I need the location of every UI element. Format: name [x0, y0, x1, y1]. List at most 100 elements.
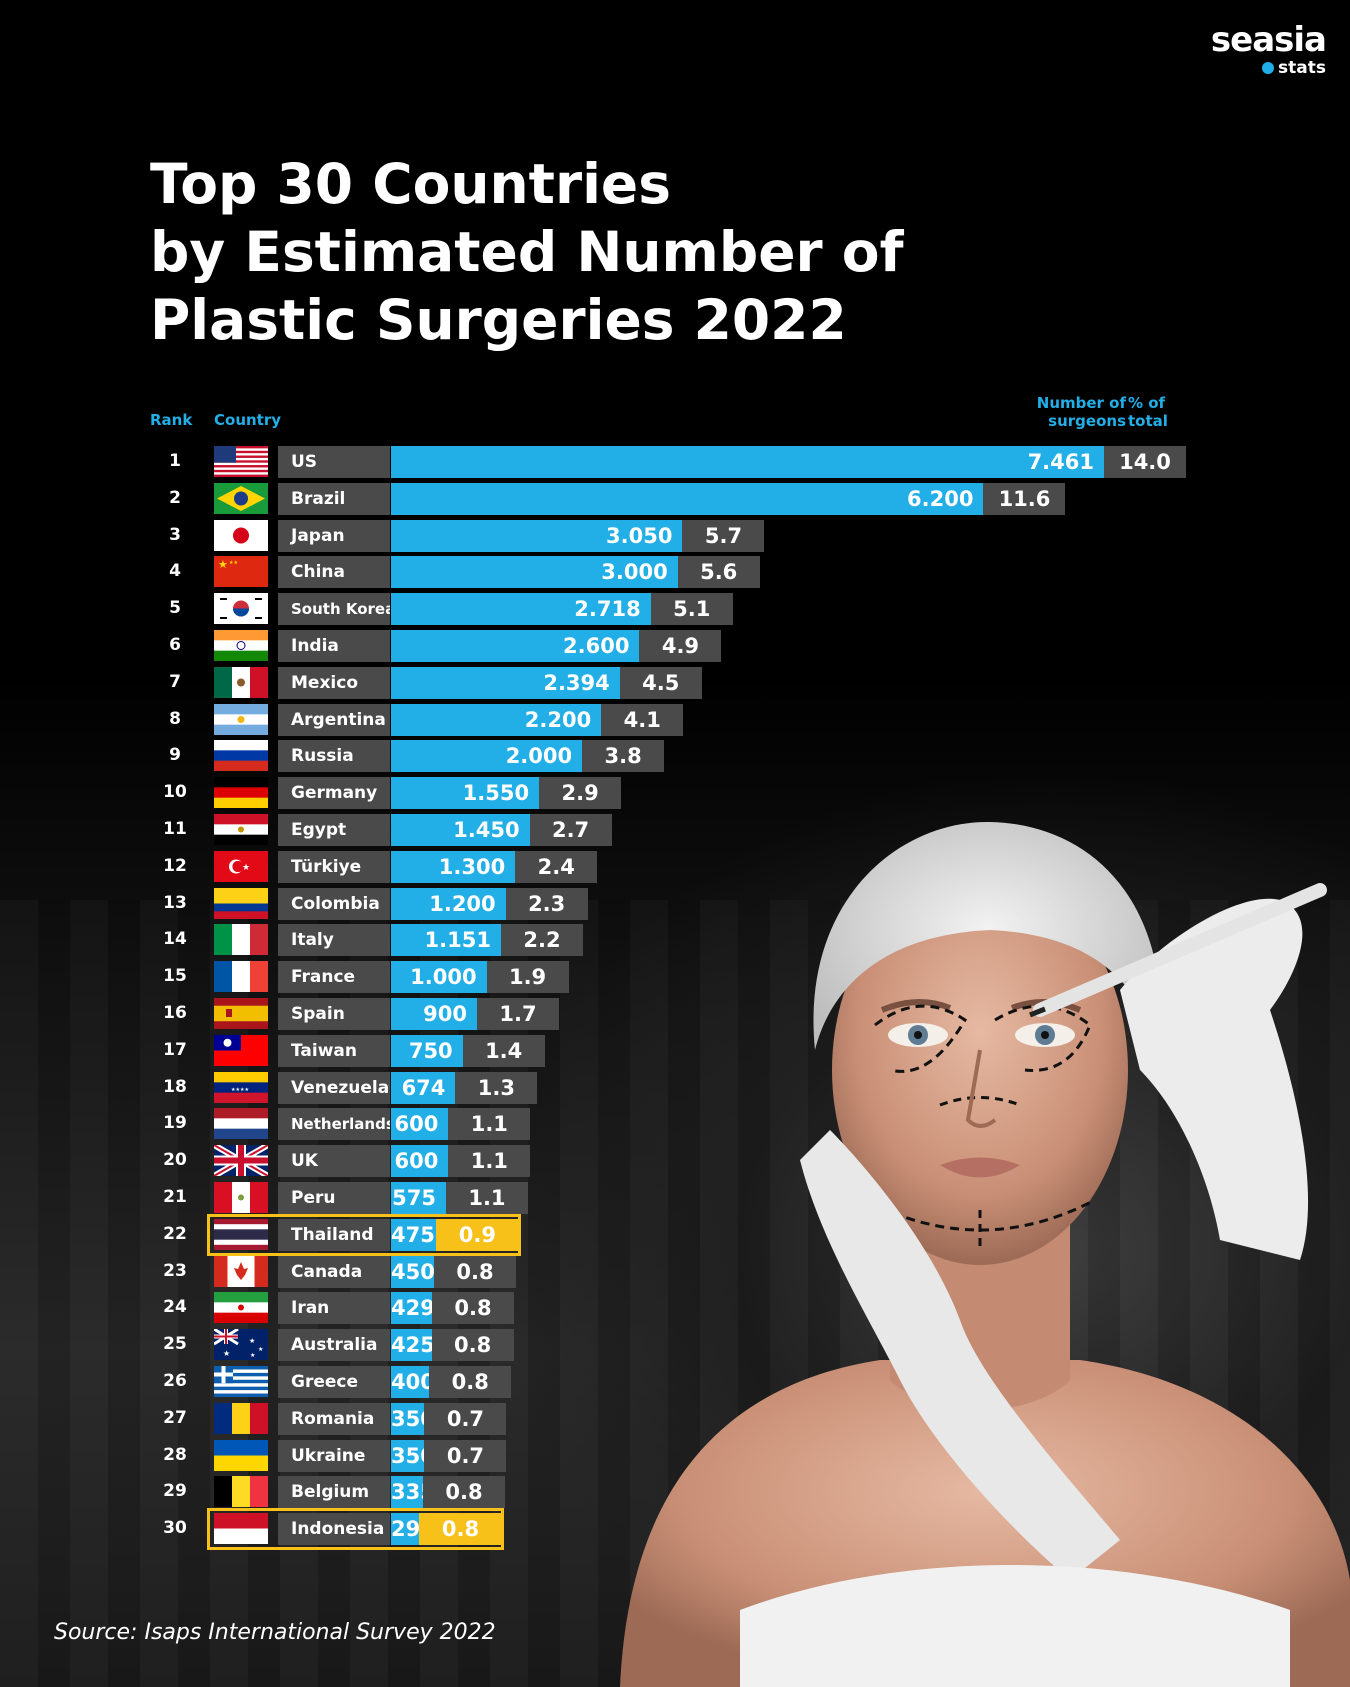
country-label: Peru — [278, 1182, 390, 1214]
surgeons-bar — [391, 666, 620, 699]
country-label: Iran — [278, 1292, 390, 1325]
rank-number: 4 — [169, 561, 181, 582]
svg-text:★: ★ — [223, 1349, 230, 1358]
logo-subline: stats — [1211, 58, 1326, 77]
belgium-flag-icon — [214, 1476, 268, 1508]
rank-number: 6 — [169, 635, 181, 655]
surgeons-value-label: 1.151 — [424, 928, 491, 953]
source-note: Source: Isaps International Survey 2022 — [54, 1620, 496, 1645]
country-label: Netherlands — [278, 1108, 390, 1141]
surgeons-value-label: 350 — [391, 1443, 435, 1468]
percent-of-total-label: 11.6 — [983, 482, 1066, 515]
country-label: Mexico — [278, 666, 390, 699]
percent-of-total-label: 0.8 — [434, 1255, 516, 1288]
country-label: Greece — [278, 1366, 390, 1398]
surgeons-value-label: 674 — [401, 1075, 446, 1100]
surgeons-bar — [391, 519, 683, 552]
percent-of-total-label: 0.8 — [431, 1292, 514, 1325]
germany-flag-icon — [214, 777, 268, 809]
surgeons-bar — [391, 1439, 425, 1472]
rank-number: 8 — [169, 708, 181, 729]
country-label: Ukraine — [278, 1439, 390, 1472]
percent-of-total-label: 5.7 — [682, 519, 765, 552]
venezuela-flag-icon: ★★★★ — [214, 1071, 268, 1103]
country-label: Thailand — [278, 1218, 390, 1251]
percent-of-total-label: 4.9 — [639, 630, 722, 662]
logo-sub-text: stats — [1278, 58, 1326, 78]
surgeons-value-label: 3.050 — [606, 523, 673, 548]
percent-of-total-label: 0.8 — [419, 1513, 502, 1546]
rank-number: 11 — [163, 819, 187, 839]
surgeons-value-label: 6.200 — [907, 486, 974, 511]
surgeons-bar — [391, 1071, 456, 1104]
percent-of-total-label: 2.7 — [529, 814, 612, 846]
percent-of-total-label: 0.8 — [423, 1476, 505, 1509]
percent-column-header: % of total — [1128, 394, 1168, 430]
iran-flag-icon — [214, 1292, 268, 1324]
surgeons-bar — [391, 924, 501, 957]
rank-number: 25 — [163, 1334, 187, 1355]
percent-of-total-label: 3.8 — [582, 740, 665, 773]
country-label: Romania — [278, 1402, 390, 1435]
percent-of-total-label: 2.2 — [500, 924, 583, 957]
rank-number: 28 — [163, 1444, 187, 1465]
rank-number: 19 — [163, 1113, 187, 1134]
surgeons-bar — [391, 887, 506, 920]
percent-of-total-label: 4.5 — [619, 666, 702, 699]
country-label: France — [278, 961, 390, 994]
country-label: Argentina — [278, 703, 390, 736]
surgeons-value-label: 575 — [392, 1186, 436, 1210]
percent-of-total-label: 2.4 — [515, 850, 598, 883]
surgeons-bar — [391, 1402, 425, 1435]
country-label: Canada — [278, 1255, 390, 1288]
surgeons-value-label: 350 — [391, 1406, 435, 1431]
surgeons-bar — [391, 1513, 420, 1546]
logo-dot-icon — [1262, 62, 1275, 74]
svg-text:★: ★ — [250, 1352, 255, 1359]
logo-wordmark: seasia — [1210, 20, 1327, 60]
woman-with-surgical-markings-image — [620, 821, 1350, 1687]
surgeons-value-label: 2.600 — [563, 634, 630, 658]
percent-of-total-label: 1.1 — [445, 1182, 528, 1214]
country-column-header: Country — [214, 411, 282, 429]
title-line-3: Plastic Surgeries 2022 — [150, 288, 847, 352]
colombia-flag-icon — [214, 887, 268, 919]
indonesia-flag-icon — [214, 1513, 268, 1545]
country-label: Türkiye — [278, 850, 390, 883]
surgeons-value-label: 1.000 — [410, 965, 477, 990]
seasia-stats-logo: seasia stats — [1210, 20, 1327, 77]
surgeons-value-label: 2.200 — [524, 707, 592, 732]
percent-of-total-label: 4.1 — [601, 703, 684, 736]
surgeons-bar — [391, 703, 602, 736]
netherlands-flag-icon — [214, 1108, 268, 1140]
country-label: Brazil — [278, 482, 390, 515]
highlight-box — [207, 1213, 522, 1256]
india-flag-icon — [214, 630, 268, 661]
rank-number: 14 — [163, 929, 187, 950]
surgeons-value-label: 475 — [391, 1222, 435, 1247]
country-label: Italy — [278, 924, 390, 957]
surgeons-bar — [391, 1329, 432, 1362]
surgeons-value-label: 2.000 — [505, 744, 573, 769]
surgeons-bar — [391, 1182, 446, 1214]
country-label: Spain — [278, 998, 390, 1030]
surgeons-bar — [391, 1218, 437, 1251]
surgeons-bar — [391, 482, 984, 515]
title-line-1: Top 30 Countries — [150, 152, 671, 216]
taiwan-flag-icon — [214, 1034, 268, 1066]
surgeons-value-label: 1.450 — [453, 818, 520, 842]
china-flag-icon: ★ ★★ — [214, 556, 268, 588]
svg-text:★: ★ — [258, 1346, 263, 1353]
rank-number: 9 — [169, 745, 181, 766]
rank-number: 21 — [163, 1187, 187, 1207]
ukraine-flag-icon — [214, 1439, 268, 1471]
svg-text:★: ★ — [242, 863, 250, 873]
surgeons-value-label: 1.300 — [438, 854, 506, 879]
surgeons-bar — [391, 446, 1104, 478]
country-label: US — [278, 446, 390, 478]
surgeons-value-label: 750 — [408, 1038, 453, 1063]
surgeons-bar — [391, 1476, 423, 1509]
country-label: Taiwan — [278, 1034, 390, 1067]
rank-number: 2 — [169, 487, 181, 508]
egypt-flag-icon — [214, 814, 268, 845]
